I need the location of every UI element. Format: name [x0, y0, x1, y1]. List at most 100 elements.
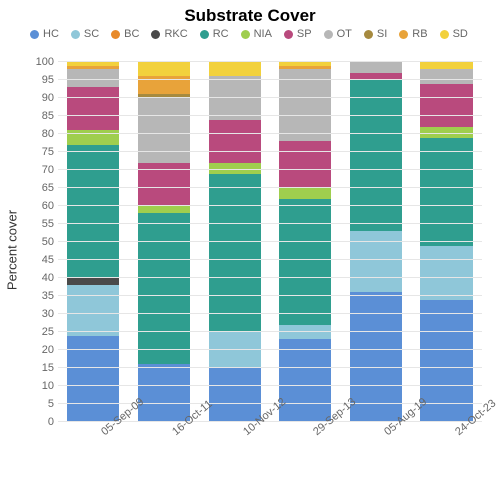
x-axis-labels: 05-Sep-0916-Oct-1110-Nov-1229-Sep-1305-A…: [58, 422, 482, 500]
bar-segment: [138, 364, 190, 422]
bar: [209, 62, 261, 422]
legend-item: SC: [71, 28, 99, 40]
legend-swatch: [399, 30, 408, 39]
y-tick-label: 35: [28, 290, 54, 302]
bar: [67, 62, 119, 422]
legend-label: SI: [377, 28, 387, 40]
y-tick-label: 5: [28, 398, 54, 410]
legend-label: SP: [297, 28, 312, 40]
legend-label: RC: [213, 28, 229, 40]
bar-segment: [279, 69, 331, 141]
x-tick-label: 10-Nov-12: [235, 434, 285, 494]
y-tick-label: 30: [28, 308, 54, 320]
bar-segment: [279, 188, 331, 199]
bar-segment: [279, 339, 331, 422]
bar-segment: [138, 62, 190, 76]
bar: [420, 62, 472, 422]
bar-segment: [209, 174, 261, 332]
bar-segment: [67, 278, 119, 285]
bar: [138, 62, 190, 422]
legend-item: NIA: [241, 28, 272, 40]
grid-line: [58, 349, 482, 350]
y-tick-label: 50: [28, 236, 54, 248]
bar-segment: [279, 325, 331, 339]
bar-segment: [350, 62, 402, 73]
grid-line: [58, 367, 482, 368]
bar-segment: [209, 332, 261, 368]
bar-segment: [67, 285, 119, 335]
grid-line: [58, 313, 482, 314]
legend-label: HC: [43, 28, 59, 40]
y-tick-label: 75: [28, 146, 54, 158]
bar-segment: [209, 62, 261, 76]
legend-swatch: [30, 30, 39, 39]
legend-swatch: [200, 30, 209, 39]
legend-item: HC: [30, 28, 59, 40]
y-tick-label: 90: [28, 92, 54, 104]
y-tick-label: 25: [28, 326, 54, 338]
y-tick-label: 10: [28, 380, 54, 392]
grid-line: [58, 61, 482, 62]
y-tick-label: 0: [28, 416, 54, 428]
bar-segment: [420, 138, 472, 246]
legend-item: RC: [200, 28, 229, 40]
bar-segment: [209, 76, 261, 119]
x-tick-label: 16-Oct-11: [164, 434, 214, 494]
y-tick-label: 80: [28, 128, 54, 140]
y-tick-label: 15: [28, 362, 54, 374]
legend-swatch: [241, 30, 250, 39]
bar-segment: [420, 84, 472, 127]
legend-swatch: [324, 30, 333, 39]
chart-container: Substrate Cover HC SC BC RKC RC NIA SP OT SI RB SD…: [0, 0, 500, 500]
y-tick-label: 55: [28, 218, 54, 230]
grid-line: [58, 169, 482, 170]
grid-line: [58, 115, 482, 116]
legend-item: BC: [111, 28, 139, 40]
legend-label: NIA: [254, 28, 272, 40]
x-tick-label: 29-Sep-13: [305, 434, 355, 494]
y-tick-label: 95: [28, 74, 54, 86]
y-tick-label: 100: [28, 56, 54, 68]
legend-swatch: [71, 30, 80, 39]
legend-item: SI: [364, 28, 387, 40]
grid-line: [58, 385, 482, 386]
legend-item: SP: [284, 28, 312, 40]
legend-label: BC: [124, 28, 139, 40]
legend-swatch: [284, 30, 293, 39]
bar-segment: [420, 62, 472, 69]
grid-line: [58, 259, 482, 260]
bar-segment: [67, 87, 119, 130]
grid-line: [58, 295, 482, 296]
legend: HC SC BC RKC RC NIA SP OT SI RB SD: [0, 26, 500, 40]
legend-label: RB: [412, 28, 427, 40]
bar: [279, 62, 331, 422]
x-tick-label: 05-Aug-19: [376, 434, 426, 494]
y-tick-label: 45: [28, 254, 54, 266]
plot-area: 0510152025303540455055606570758085909510…: [58, 62, 482, 422]
y-tick-label: 85: [28, 110, 54, 122]
bar-segment: [138, 206, 190, 213]
legend-item: RKC: [151, 28, 187, 40]
bar-segment: [138, 98, 190, 163]
grid-line: [58, 187, 482, 188]
bar-segment: [420, 246, 472, 300]
legend-label: OT: [337, 28, 352, 40]
bar: [350, 62, 402, 422]
y-tick-label: 65: [28, 182, 54, 194]
bar-segment: [279, 141, 331, 188]
y-tick-label: 70: [28, 164, 54, 176]
legend-label: SD: [453, 28, 468, 40]
chart-title: Substrate Cover: [0, 0, 500, 26]
grid-line: [58, 133, 482, 134]
legend-swatch: [364, 30, 373, 39]
grid-line: [58, 97, 482, 98]
grid-line: [58, 79, 482, 80]
legend-swatch: [151, 30, 160, 39]
bar-segment: [209, 368, 261, 422]
y-axis-label: Percent cover: [5, 210, 20, 290]
bar-segment: [420, 69, 472, 83]
legend-label: SC: [84, 28, 99, 40]
bars-group: [58, 62, 482, 422]
grid-line: [58, 277, 482, 278]
legend-label: RKC: [164, 28, 187, 40]
